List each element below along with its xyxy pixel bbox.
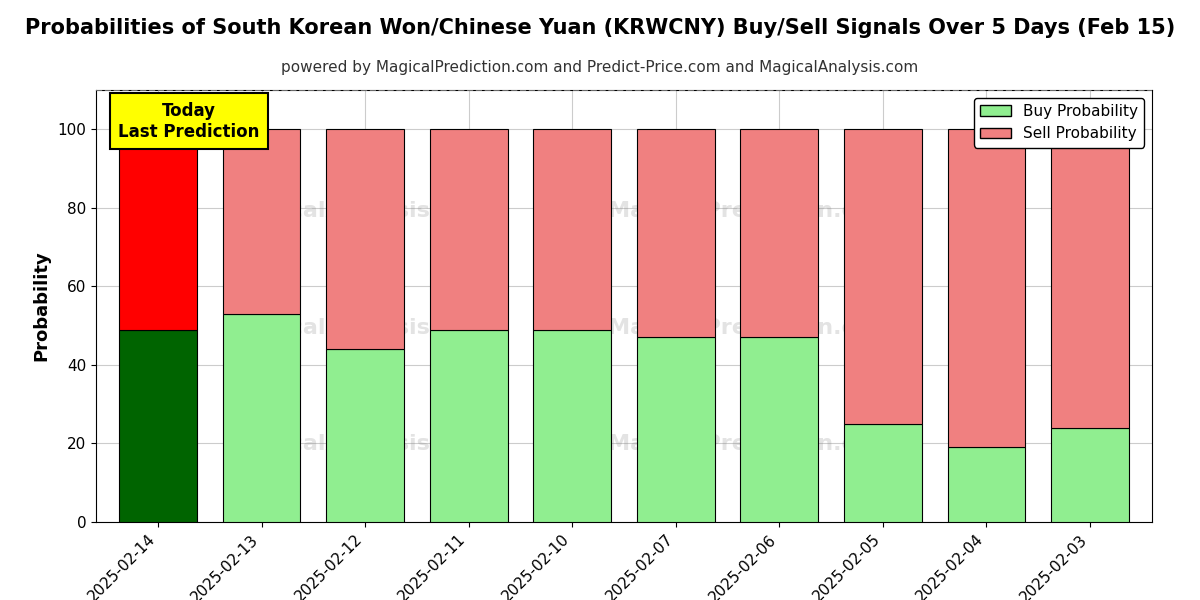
Text: MagicalPrediction.com: MagicalPrediction.com [608,317,894,338]
Text: powered by MagicalPrediction.com and Predict-Price.com and MagicalAnalysis.com: powered by MagicalPrediction.com and Pre… [281,60,919,75]
Bar [948,129,1025,448]
Bar [430,129,508,329]
Bar [534,129,611,329]
Bar [637,129,714,337]
Bar [326,349,404,522]
Bar [637,337,714,522]
Text: MagicalAnalysis.com: MagicalAnalysis.com [229,434,491,454]
Text: MagicalPrediction.com: MagicalPrediction.com [608,434,894,454]
Text: MagicalPrediction.com: MagicalPrediction.com [608,201,894,221]
Text: Probabilities of South Korean Won/Chinese Yuan (KRWCNY) Buy/Sell Signals Over 5 : Probabilities of South Korean Won/Chines… [25,18,1175,38]
Bar [430,329,508,522]
Legend: Buy Probability, Sell Probability: Buy Probability, Sell Probability [974,98,1145,148]
Bar [844,129,922,424]
Bar [1051,129,1129,428]
Bar [119,129,197,329]
Y-axis label: Probability: Probability [32,251,50,361]
Bar [948,448,1025,522]
Text: Today
Last Prediction: Today Last Prediction [119,102,260,140]
Bar [223,314,300,522]
Bar [1051,428,1129,522]
Text: MagicalAnalysis.com: MagicalAnalysis.com [229,201,491,221]
Bar [326,129,404,349]
Bar [740,337,818,522]
Bar [844,424,922,522]
Bar [740,129,818,337]
Bar [223,129,300,314]
Bar [119,329,197,522]
Text: MagicalAnalysis.com: MagicalAnalysis.com [229,317,491,338]
Bar [534,329,611,522]
